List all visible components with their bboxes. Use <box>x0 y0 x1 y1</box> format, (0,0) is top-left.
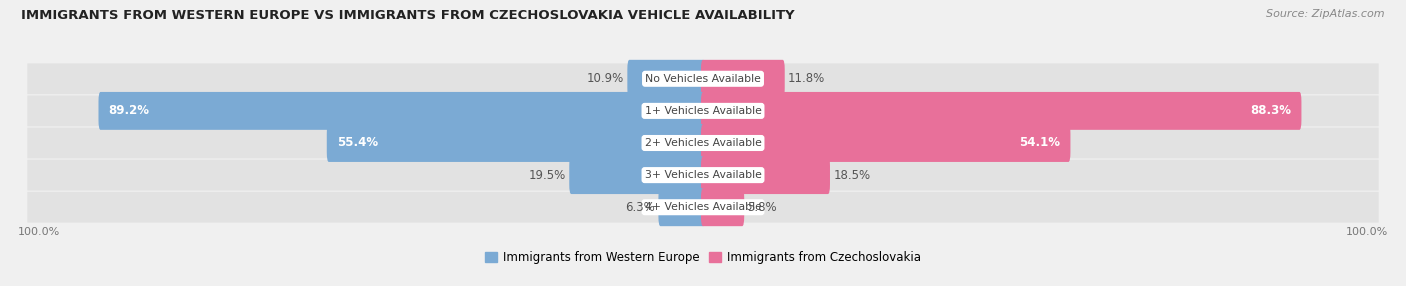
Text: 55.4%: 55.4% <box>337 136 378 150</box>
Text: Source: ZipAtlas.com: Source: ZipAtlas.com <box>1267 9 1385 19</box>
Legend: Immigrants from Western Europe, Immigrants from Czechoslovakia: Immigrants from Western Europe, Immigran… <box>481 247 925 269</box>
FancyBboxPatch shape <box>702 188 744 226</box>
Text: 100.0%: 100.0% <box>17 227 59 237</box>
FancyBboxPatch shape <box>658 188 704 226</box>
FancyBboxPatch shape <box>27 192 1379 223</box>
Text: 88.3%: 88.3% <box>1250 104 1291 117</box>
FancyBboxPatch shape <box>702 156 830 194</box>
FancyBboxPatch shape <box>702 60 785 98</box>
Text: 11.8%: 11.8% <box>789 72 825 85</box>
FancyBboxPatch shape <box>27 96 1379 126</box>
FancyBboxPatch shape <box>569 156 704 194</box>
Text: 10.9%: 10.9% <box>586 72 624 85</box>
Text: 2+ Vehicles Available: 2+ Vehicles Available <box>644 138 762 148</box>
Text: 18.5%: 18.5% <box>834 169 870 182</box>
FancyBboxPatch shape <box>27 128 1379 158</box>
Text: 3+ Vehicles Available: 3+ Vehicles Available <box>644 170 762 180</box>
FancyBboxPatch shape <box>702 92 1302 130</box>
Text: 4+ Vehicles Available: 4+ Vehicles Available <box>644 202 762 212</box>
FancyBboxPatch shape <box>27 160 1379 190</box>
FancyBboxPatch shape <box>702 124 1070 162</box>
Text: 5.8%: 5.8% <box>748 201 778 214</box>
Text: IMMIGRANTS FROM WESTERN EUROPE VS IMMIGRANTS FROM CZECHOSLOVAKIA VEHICLE AVAILAB: IMMIGRANTS FROM WESTERN EUROPE VS IMMIGR… <box>21 9 794 21</box>
Text: 6.3%: 6.3% <box>626 201 655 214</box>
FancyBboxPatch shape <box>27 63 1379 94</box>
FancyBboxPatch shape <box>627 60 704 98</box>
Text: 1+ Vehicles Available: 1+ Vehicles Available <box>644 106 762 116</box>
Text: 54.1%: 54.1% <box>1019 136 1060 150</box>
Text: 89.2%: 89.2% <box>108 104 149 117</box>
Text: 19.5%: 19.5% <box>529 169 565 182</box>
Text: 100.0%: 100.0% <box>1347 227 1389 237</box>
FancyBboxPatch shape <box>98 92 704 130</box>
Text: No Vehicles Available: No Vehicles Available <box>645 74 761 84</box>
FancyBboxPatch shape <box>326 124 704 162</box>
